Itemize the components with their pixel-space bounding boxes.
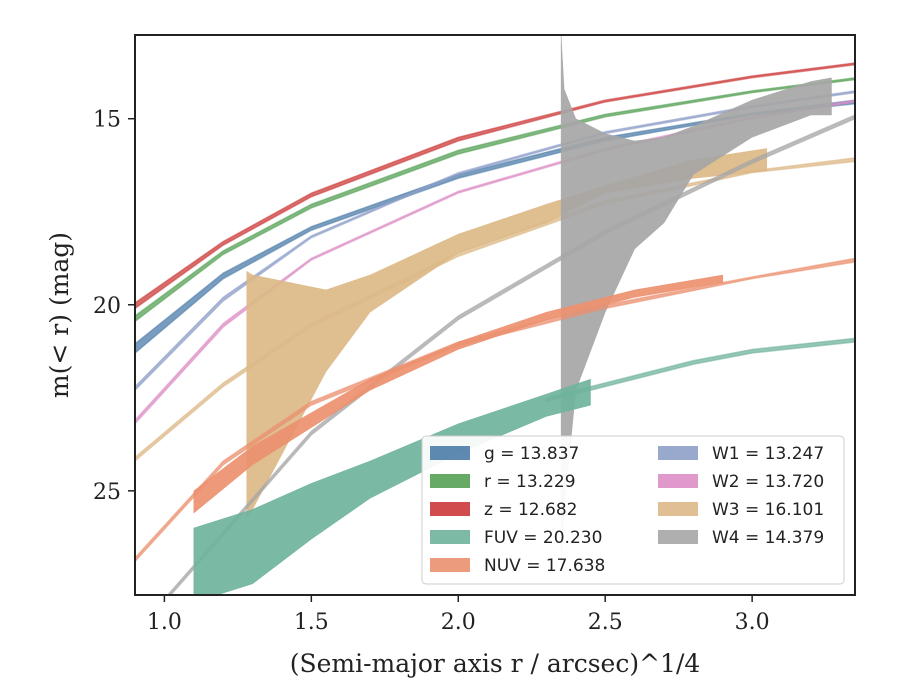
y-tick-label: 15 — [93, 108, 121, 133]
y-tick-label: 20 — [93, 294, 121, 319]
x-tick-label: 2.5 — [588, 610, 623, 635]
legend-label: r = 13.229 — [484, 472, 576, 492]
legend-label: g = 13.837 — [484, 444, 579, 464]
legend-label: FUV = 20.230 — [484, 528, 602, 548]
x-tick-label: 2.0 — [441, 610, 476, 635]
legend-swatch — [430, 530, 470, 544]
legend-swatch — [658, 502, 698, 516]
legend-swatch — [430, 446, 470, 460]
plot-area — [135, 35, 855, 595]
series-z-line — [135, 62, 855, 310]
legend-swatch — [430, 558, 470, 572]
legend-swatch — [658, 474, 698, 488]
series-r-line — [135, 77, 855, 323]
legend: g = 13.837 r = 13.229 z = 12.682 FUV = 20.2… — [421, 435, 845, 585]
series-w4-band — [560, 35, 832, 566]
x-tick-label: 1.0 — [147, 610, 182, 635]
series-w4-line — [166, 114, 855, 595]
legend-swatch — [430, 474, 470, 488]
legend-label: W4 = 14.379 — [712, 528, 824, 548]
x-axis: 1.0 1.5 2.0 2.5 3.0 — [147, 595, 770, 635]
series-fuv-line — [545, 337, 855, 403]
series-g-line — [135, 99, 855, 355]
legend-swatch — [658, 446, 698, 460]
y-axis: 15 20 25 — [93, 108, 135, 505]
series-w3-band — [246, 148, 768, 518]
legend-box — [421, 435, 845, 585]
series-fuv-band — [193, 378, 591, 595]
plot-frame — [134, 34, 856, 596]
legend-label: W2 = 13.720 — [712, 472, 824, 492]
legend-swatch — [430, 502, 470, 516]
y-tick-label: 25 — [93, 480, 121, 505]
legend-label: W3 = 16.101 — [712, 500, 824, 520]
legend-label: W1 = 13.247 — [712, 444, 824, 464]
legend-label: z = 12.682 — [484, 500, 577, 520]
x-tick-label: 3.0 — [735, 610, 770, 635]
x-axis-label: (Semi-major axis r / arcsec)^1/4 — [290, 649, 701, 678]
series-nuv-band — [193, 274, 724, 514]
x-tick-label: 1.5 — [294, 610, 329, 635]
legend-swatch — [658, 530, 698, 544]
legend-label: NUV = 17.638 — [484, 556, 605, 576]
y-axis-label: m(< r) (mag) — [45, 232, 74, 398]
